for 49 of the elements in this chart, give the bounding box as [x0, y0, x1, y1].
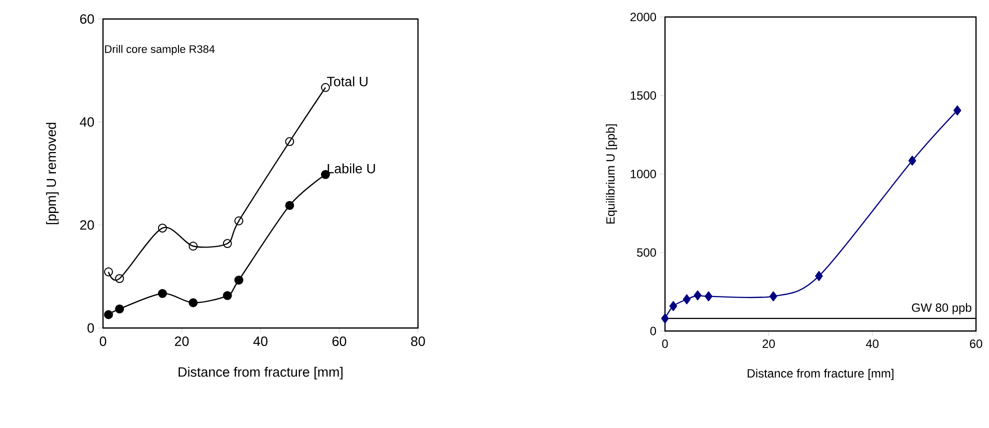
x-tick-label: 60: [332, 336, 346, 346]
point: [104, 267, 113, 276]
y-axis-title: Equilibrium U [ppb]: [606, 124, 618, 224]
point: [158, 224, 167, 233]
point: [669, 301, 678, 312]
series-label: Total U: [326, 76, 368, 86]
point: [222, 291, 232, 300]
y-tick-label: 500: [637, 248, 656, 257]
point: [234, 216, 244, 226]
y-tick-label: 40: [80, 117, 94, 127]
x-axis-title: Distance from fracture [mm]: [748, 368, 894, 380]
y-axis-title: [ppm] U removed: [46, 122, 59, 224]
ref-line-label: GW 80 ppb: [912, 303, 972, 314]
point: [285, 200, 294, 210]
x-tick-label: 60: [970, 340, 982, 348]
y-tick-label: 20: [80, 220, 94, 230]
point: [188, 298, 198, 308]
point: [104, 310, 113, 320]
annotation: Drill core sample R384: [105, 44, 215, 56]
point: [704, 291, 712, 302]
x-axis-title: Distance from fracture [mm]: [178, 366, 342, 380]
y-tick-label: 0: [650, 326, 656, 336]
x-tick-label: 20: [762, 340, 775, 348]
point: [953, 105, 962, 116]
y-tick-label: 2000: [630, 12, 656, 22]
point: [694, 290, 702, 300]
point: [188, 242, 198, 251]
point: [908, 156, 916, 166]
y-tick-label: 0: [88, 323, 94, 333]
point: [285, 137, 294, 146]
x-tick-label: 40: [866, 340, 879, 348]
point: [682, 294, 691, 304]
x-tick-label: 80: [411, 336, 425, 346]
point: [115, 274, 124, 284]
y-tick-label: 1500: [630, 91, 656, 100]
point: [115, 304, 124, 314]
point: [815, 271, 823, 282]
y-tick-label: 60: [80, 14, 94, 24]
series-label: Labile U: [328, 163, 375, 174]
x-tick-label: 0: [662, 340, 668, 348]
x-tick-label: 20: [174, 336, 189, 346]
point: [234, 276, 244, 285]
y-tick-label: 1000: [630, 170, 656, 178]
point: [158, 289, 167, 298]
x-tick-label: 40: [253, 336, 268, 346]
x-tick-label: 0: [100, 336, 106, 346]
point: [769, 291, 778, 302]
point: [222, 239, 232, 248]
point: [661, 313, 669, 324]
